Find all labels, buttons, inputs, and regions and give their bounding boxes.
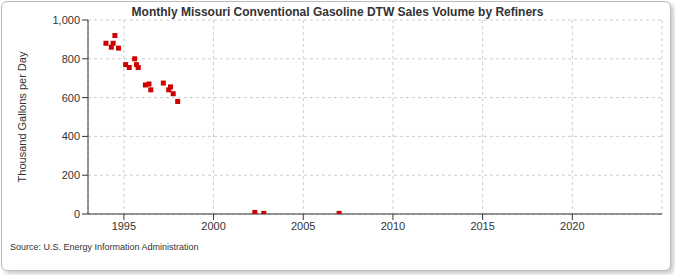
svg-text:0: 0: [74, 208, 80, 220]
svg-text:600: 600: [62, 92, 80, 104]
html-text:Monthly Missouri Conventional: Monthly Missouri Conventional Gasoline D…: [131, 5, 544, 19]
svg-text:2020: 2020: [560, 220, 584, 232]
svg-text:Thousand Gallons per Day: Thousand Gallons per Day: [16, 51, 28, 182]
svg-text:1,000: 1,000: [52, 14, 80, 26]
svg-text:2000: 2000: [201, 220, 225, 232]
svg-text:2005: 2005: [291, 220, 315, 232]
svg-text:400: 400: [62, 130, 80, 142]
svg-text:2015: 2015: [470, 220, 494, 232]
svg-text:800: 800: [62, 53, 80, 65]
svg-text:1995: 1995: [112, 220, 136, 232]
html-text:Source: U.S. Energy Informatio: Source: U.S. Energy Information Administ…: [10, 242, 199, 252]
svg-text:200: 200: [62, 169, 80, 181]
svg-text:2010: 2010: [381, 220, 405, 232]
